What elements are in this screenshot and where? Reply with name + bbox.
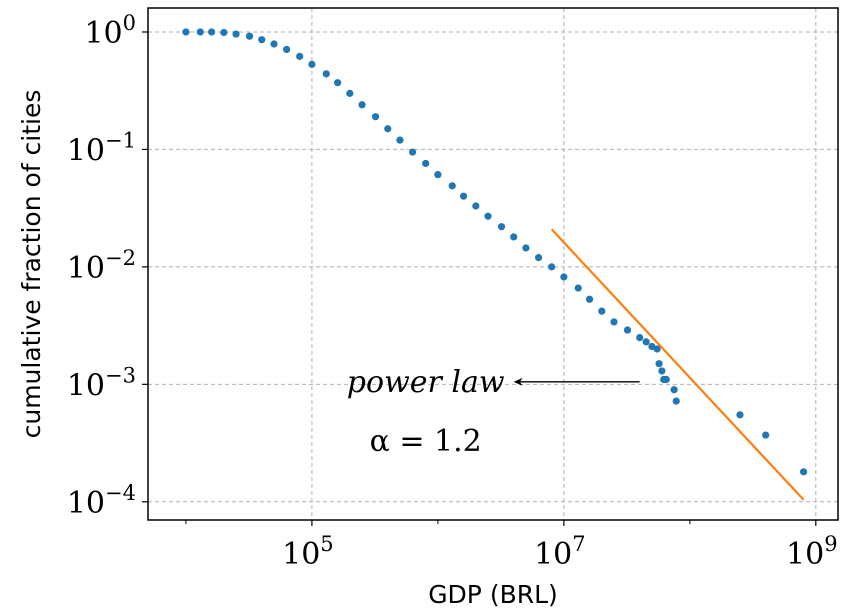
data-point — [670, 386, 678, 394]
data-point — [672, 397, 680, 405]
data-point — [296, 52, 304, 60]
data-point — [308, 60, 316, 68]
data-point — [574, 284, 582, 292]
data-point — [322, 70, 330, 78]
data-point — [384, 125, 392, 133]
data-point — [623, 326, 632, 334]
data-point — [653, 345, 661, 353]
data-point — [548, 263, 556, 271]
data-point — [800, 468, 808, 476]
x-tick-label: 109 — [786, 532, 838, 572]
data-point — [182, 28, 190, 36]
y-tick-label: 10−4 — [67, 481, 136, 521]
power-law-annotation: power law — [347, 365, 505, 400]
y-tick-label: 10−2 — [67, 246, 136, 286]
y-tick-label: 10−3 — [67, 363, 136, 403]
annotation-arrow — [513, 377, 640, 386]
data-point — [270, 40, 278, 48]
data-point — [662, 375, 670, 384]
data-point — [434, 171, 442, 179]
data-point — [534, 253, 543, 262]
data-point — [220, 28, 228, 37]
data-point — [484, 212, 492, 220]
data-point — [258, 36, 266, 44]
data-point — [472, 202, 480, 210]
x-axis-ticks: 105 107 109 — [185, 520, 838, 572]
data-point — [610, 318, 618, 326]
data-point — [448, 182, 456, 190]
y-tick-label: 10−1 — [67, 128, 136, 168]
data-point — [510, 233, 518, 241]
data-point — [585, 295, 594, 303]
data-point — [283, 45, 291, 54]
arrow-head — [513, 377, 523, 386]
data-point — [409, 148, 417, 156]
x-tick-label: 105 — [282, 532, 334, 572]
data-point — [762, 431, 770, 439]
alpha-annotation: α = 1.2 — [370, 424, 482, 459]
data-point — [522, 244, 530, 252]
data-point — [334, 79, 342, 87]
data-point — [371, 113, 380, 121]
data-point — [598, 307, 606, 315]
data-point — [642, 338, 650, 346]
data-point — [358, 101, 366, 109]
data-point — [396, 136, 404, 144]
data-point — [658, 367, 666, 375]
data-point — [422, 159, 430, 168]
scatter-points — [182, 28, 808, 476]
plot-area — [147, 7, 839, 521]
data-point — [245, 32, 254, 40]
data-point — [196, 28, 204, 36]
data-point — [497, 223, 506, 231]
x-tick-label: 107 — [534, 532, 586, 572]
data-point — [655, 360, 663, 368]
data-point — [232, 30, 240, 38]
x-axis-label: GDP (BRL) — [428, 580, 558, 609]
y-axis-label: cumulative fraction of cities — [17, 90, 46, 439]
fit-line — [550, 228, 805, 501]
y-tick-label: 100 — [84, 11, 136, 51]
data-point — [459, 192, 468, 200]
data-point — [736, 411, 744, 419]
data-point — [560, 273, 568, 281]
y-axis-ticks: 100 10−1 10−2 10−3 10−4 — [67, 11, 148, 521]
grid-lines — [148, 8, 838, 520]
data-point — [636, 334, 644, 342]
data-point — [208, 28, 216, 36]
data-point — [346, 89, 354, 97]
power-law-fit-line — [550, 228, 805, 501]
